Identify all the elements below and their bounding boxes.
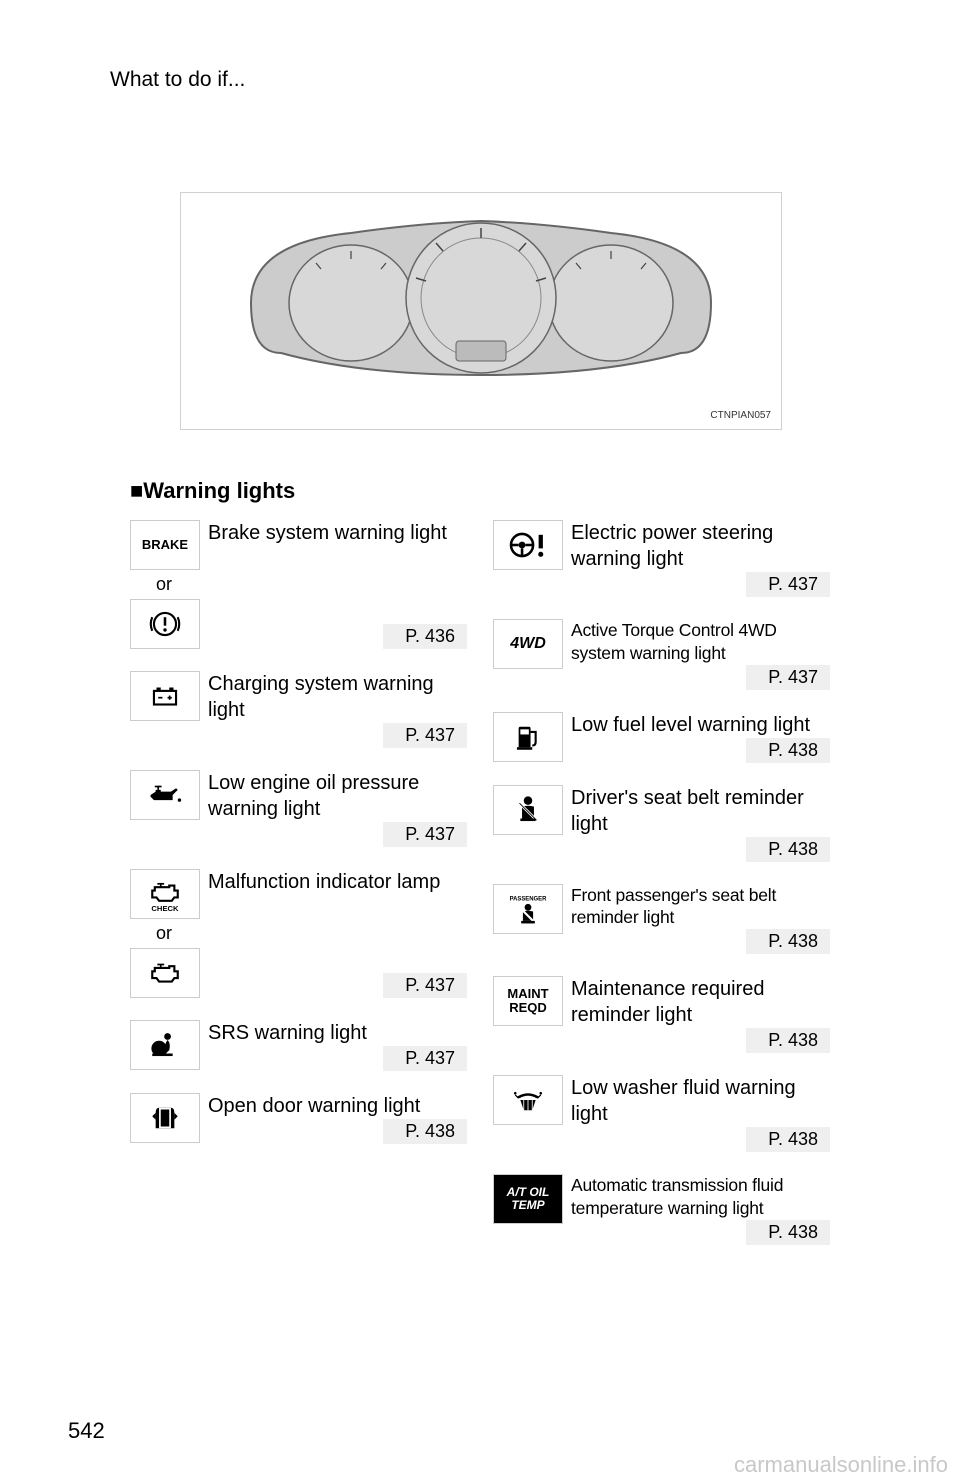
warning-item: Open door warning light P. 438 <box>130 1093 467 1144</box>
warning-desc: Brake system warning light <box>208 520 467 546</box>
page-reference: P. 437 <box>383 822 467 847</box>
svg-text:PASSENGER: PASSENGER <box>510 896 548 902</box>
right-column: Electric power steering warning light P.… <box>493 520 830 1245</box>
page-reference: P. 437 <box>746 572 830 597</box>
instrument-cluster-icon <box>221 203 741 403</box>
page-header: What to do if... <box>110 68 245 92</box>
warning-desc: Malfunction indicator lamp <box>208 869 467 895</box>
or-label: or <box>156 923 172 944</box>
warning-icon <box>493 785 563 835</box>
warning-desc: Active Torque Control 4WD system warning… <box>571 619 830 665</box>
warning-icon: BRAKE <box>130 520 200 570</box>
warning-icon <box>130 1020 200 1070</box>
page-number: 542 <box>68 1418 105 1444</box>
warning-icon-alt <box>130 948 200 998</box>
warning-icon: MAINT REQD <box>493 976 563 1026</box>
page-reference: P. 438 <box>746 1127 830 1152</box>
page-reference: P. 438 <box>746 837 830 862</box>
page-reference: P. 437 <box>383 723 467 748</box>
page-reference: P. 437 <box>383 1046 467 1071</box>
warning-icon: PASSENGER <box>493 884 563 934</box>
warning-item: MAINT REQD Maintenance required reminder… <box>493 976 830 1053</box>
section-title: ■Warning lights <box>130 478 295 504</box>
instrument-cluster-figure: CTNPIAN057 <box>180 192 782 430</box>
warning-item: Driver's seat belt reminder light P. 438 <box>493 785 830 862</box>
warning-icon-alt <box>130 599 200 649</box>
warning-item: 4WD Active Torque Control 4WD system war… <box>493 619 830 690</box>
warning-item: Electric power steering warning light P.… <box>493 520 830 597</box>
page-reference: P. 438 <box>383 1119 467 1144</box>
left-column: BRAKE Brake system warning light or P. 4… <box>130 520 467 1245</box>
warning-desc: Driver's seat belt reminder light <box>571 785 830 837</box>
warning-icon: CHECK <box>130 869 200 919</box>
warning-item-group: BRAKE Brake system warning light or P. 4… <box>130 520 467 649</box>
warning-desc: Electric power steering warning light <box>571 520 830 572</box>
page-reference: P. 437 <box>746 665 830 690</box>
warning-item: A/T OIL TEMP Automatic transmission flui… <box>493 1174 830 1245</box>
warning-desc: Open door warning light <box>208 1093 467 1119</box>
warning-desc: Low fuel level warning light <box>571 712 830 738</box>
page-reference: P. 438 <box>746 929 830 954</box>
warning-icon <box>493 712 563 762</box>
warning-desc: SRS warning light <box>208 1020 467 1046</box>
warning-item: Low engine oil pressure warning light P.… <box>130 770 467 847</box>
svg-text:CHECK: CHECK <box>151 904 179 911</box>
warning-icon <box>130 1093 200 1143</box>
warning-desc: Charging system warning light <box>208 671 467 723</box>
warning-item: Charging system warning light P. 437 <box>130 671 467 748</box>
warning-desc: Low engine oil pressure warning light <box>208 770 467 822</box>
warning-item: SRS warning light P. 437 <box>130 1020 467 1071</box>
page-reference: P. 438 <box>746 1220 830 1245</box>
warning-desc: Front passenger's seat belt reminder lig… <box>571 884 830 930</box>
or-label: or <box>156 574 172 595</box>
warning-icon: A/T OIL TEMP <box>493 1174 563 1224</box>
cluster-image-code: CTNPIAN057 <box>710 410 771 421</box>
warning-icon <box>130 770 200 820</box>
warning-item-group: CHECK Malfunction indicator lamp or P. 4… <box>130 869 467 998</box>
warning-desc: Low washer fluid warning light <box>571 1075 830 1127</box>
page-reference: P. 438 <box>746 1028 830 1053</box>
warning-icon: 4WD <box>493 619 563 669</box>
warning-lights-columns: BRAKE Brake system warning light or P. 4… <box>130 520 830 1245</box>
warning-item: Low washer fluid warning light P. 438 <box>493 1075 830 1152</box>
warning-desc: Automatic transmission fluid temperature… <box>571 1174 830 1220</box>
page-reference: P. 436 <box>383 624 467 649</box>
page-reference: P. 437 <box>383 973 467 998</box>
page-reference: P. 438 <box>746 738 830 763</box>
watermark: carmanualsonline.info <box>734 1452 948 1478</box>
warning-icon <box>493 520 563 570</box>
warning-item: PASSENGER Front passenger's seat belt re… <box>493 884 830 955</box>
warning-desc: Maintenance required reminder light <box>571 976 830 1028</box>
warning-item: Low fuel level warning light P. 438 <box>493 712 830 763</box>
warning-icon <box>493 1075 563 1125</box>
warning-icon <box>130 671 200 721</box>
